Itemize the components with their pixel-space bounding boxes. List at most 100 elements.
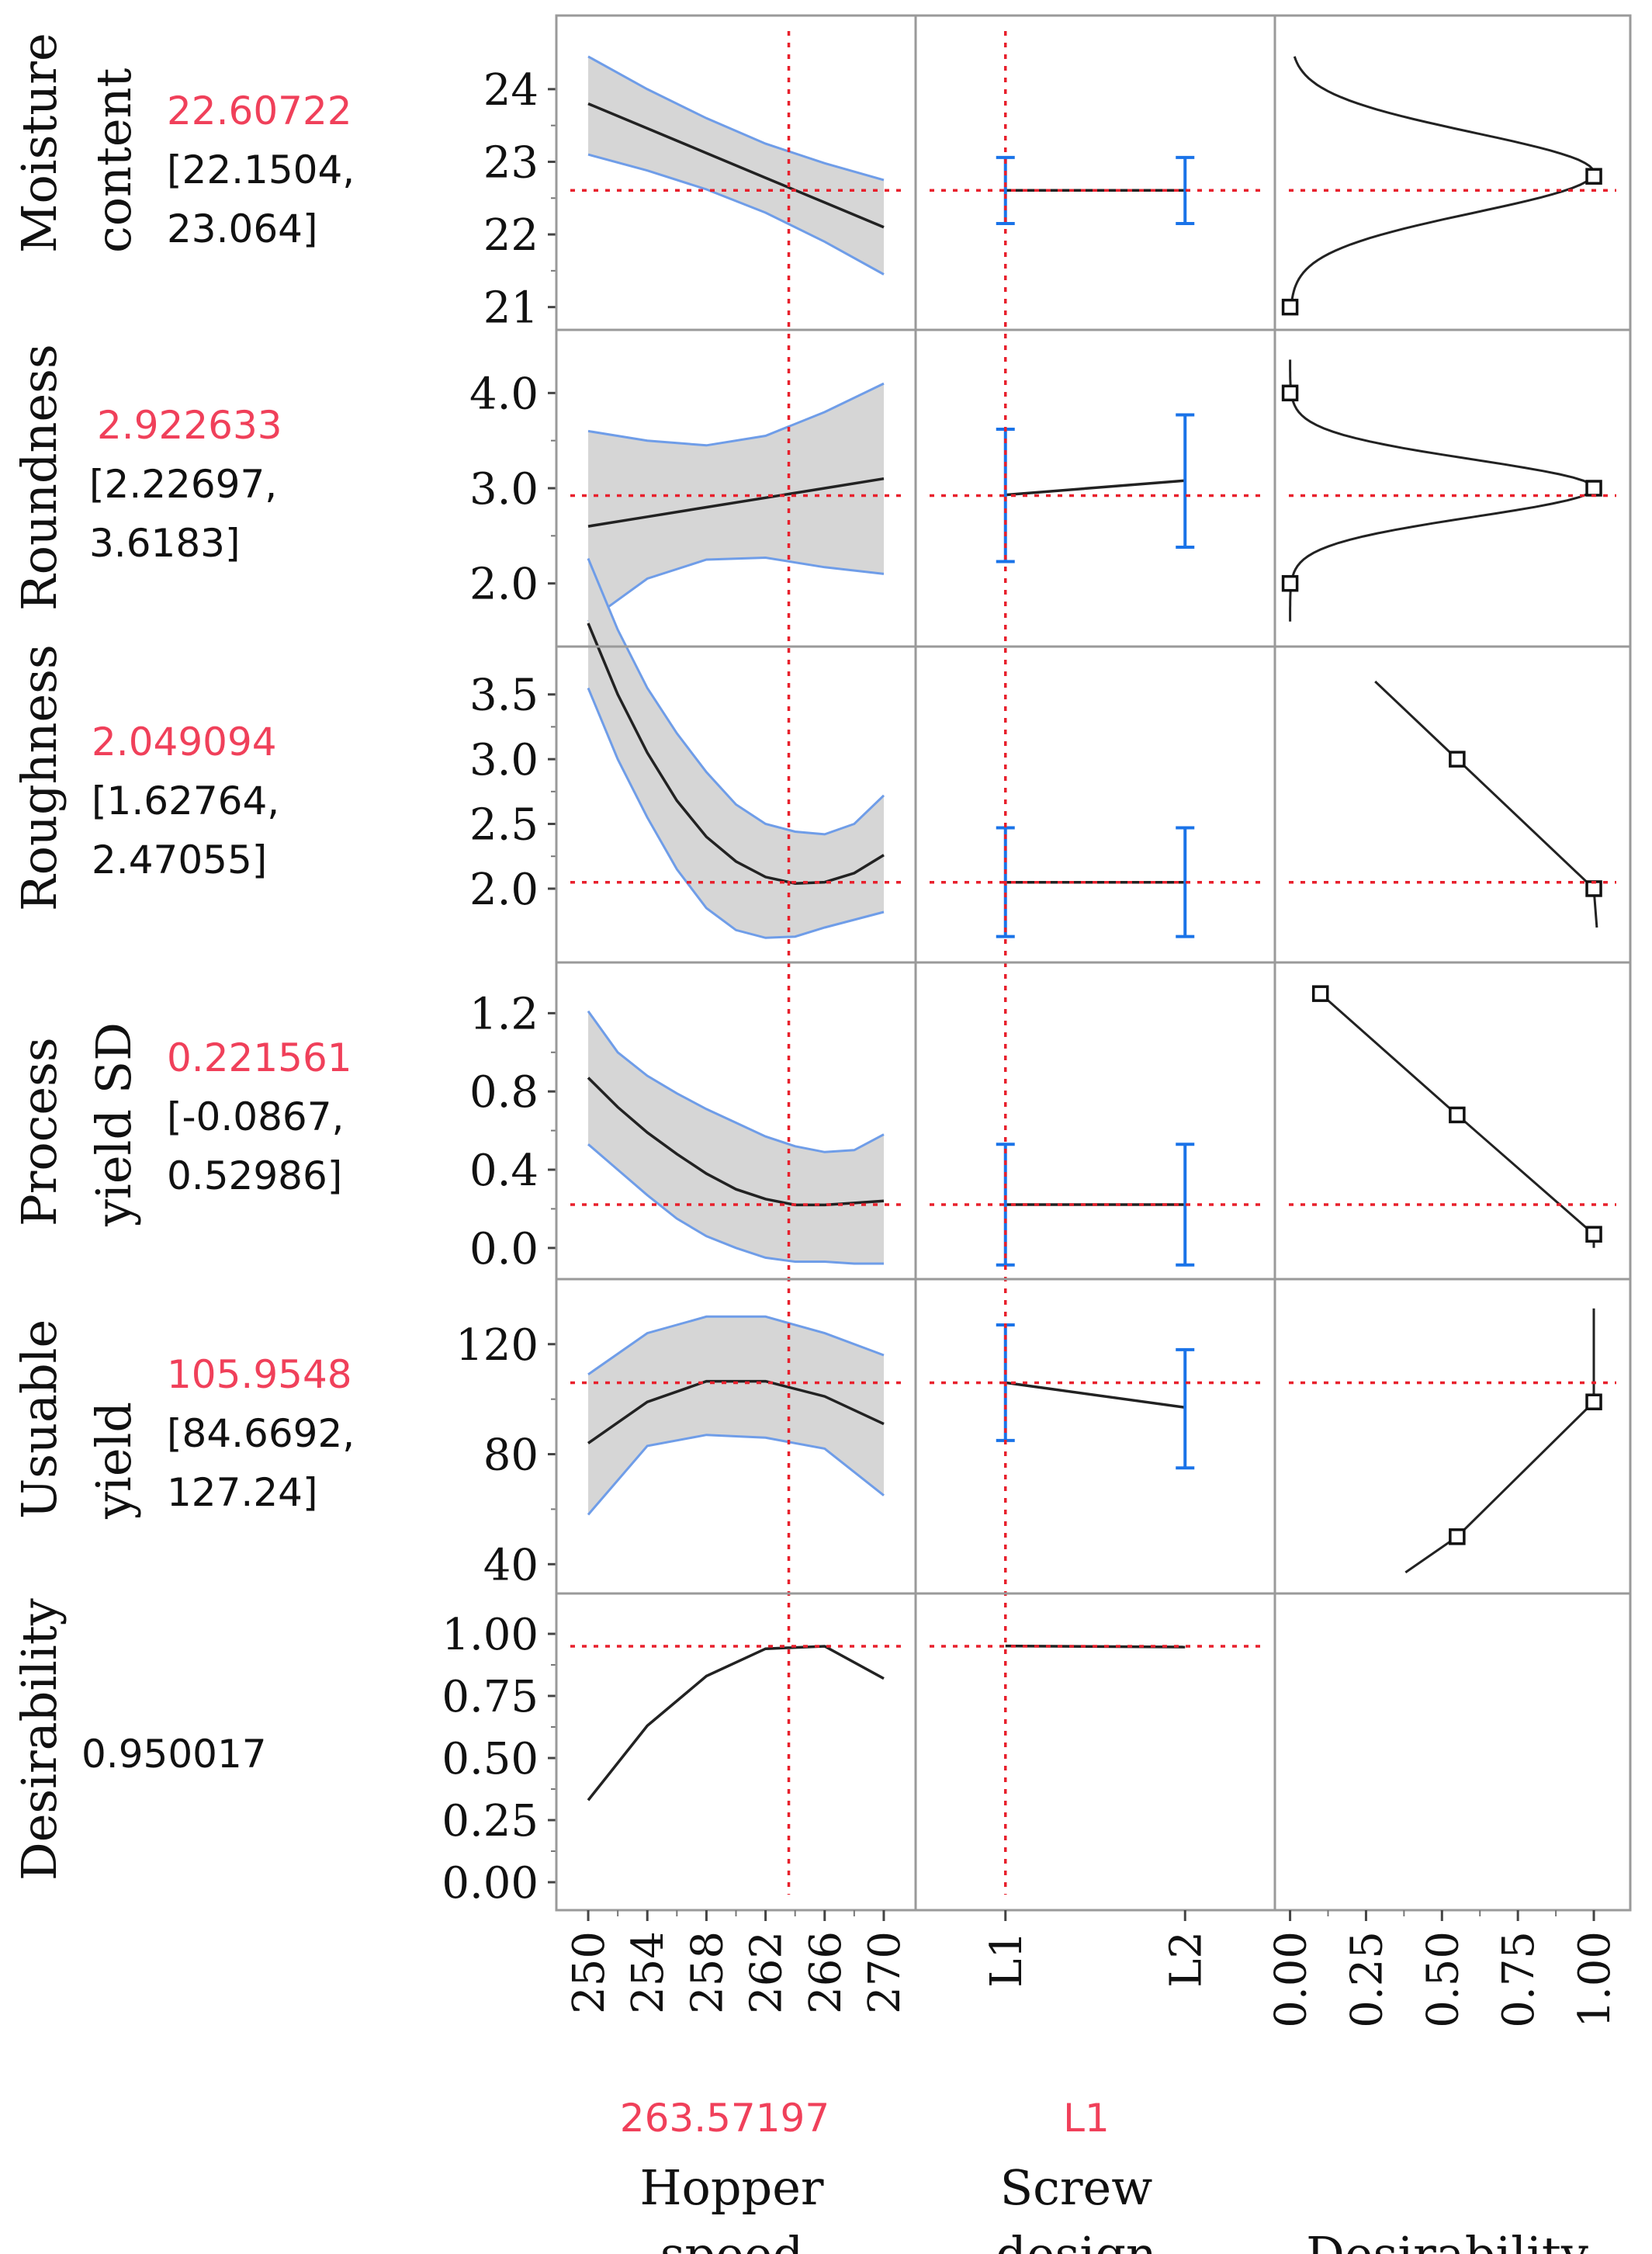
confidence-band-roughness xyxy=(588,558,884,938)
y-tick-label-desirability: 0.00 xyxy=(442,1858,539,1909)
upper-bound-roundness xyxy=(587,382,885,447)
predicted-value-desirability: 0.950017 xyxy=(81,1732,267,1777)
upper-bound-usuable xyxy=(587,1315,885,1376)
factor-name-screw: Screw xyxy=(1000,2159,1153,2216)
x-axis-screw: L1 L2 L1 Screw design xyxy=(982,1910,1211,2254)
response-name-roundness: Roundness xyxy=(11,344,68,611)
interval-low-roundness: [2.22697, xyxy=(89,462,277,507)
y-tick-label-roundness: 3.0 xyxy=(469,464,539,515)
lower-bound-roughness xyxy=(587,687,885,939)
x-tick-label-hopper: 266 xyxy=(801,1931,851,2014)
panel-frames xyxy=(555,14,1632,1912)
panel-moisture-hopper xyxy=(587,55,885,276)
desirability-marker-usuable xyxy=(1585,1393,1602,1410)
y-tick-label-desirability: 0.75 xyxy=(442,1672,539,1722)
desirability-function-usuable xyxy=(1404,1308,1595,1574)
y-axis-roughness: 2.0 2.5 3.0 3.5 xyxy=(469,671,556,915)
panel-processyield-desirability xyxy=(1311,985,1602,1248)
interval-low-roughness: [1.62764, xyxy=(92,778,279,824)
x-tick-label-screw: L1 xyxy=(982,1931,1032,1988)
panel-roughness-desirability xyxy=(1374,680,1602,928)
panel-processyield-hopper xyxy=(587,1010,885,1265)
prediction-curve-roughness xyxy=(587,622,885,886)
y-tick-label-roughness: 2.5 xyxy=(469,800,539,851)
upper-bound-moisture xyxy=(587,55,885,182)
response-name-desirability: Desirability xyxy=(11,1598,68,1881)
y-tick-label-processyield: 0.0 xyxy=(469,1224,539,1274)
lower-bound-processyield xyxy=(587,1143,884,1265)
response-name-usuable: yield xyxy=(85,1402,142,1520)
interval-high-usuable: 127.24] xyxy=(167,1470,317,1515)
panel-usuable-hopper xyxy=(587,1315,885,1516)
y-tick-label-roundness: 2.0 xyxy=(469,560,539,610)
confidence-band-usuable xyxy=(588,1316,884,1515)
panel-roundness-desirability xyxy=(1281,359,1602,622)
panel-roughness-hopper xyxy=(587,557,885,939)
x-tick-label-desir: 0.50 xyxy=(1418,1931,1468,2028)
desirability-marker-roughness xyxy=(1449,751,1466,768)
y-tick-label-desirability: 0.25 xyxy=(442,1796,539,1847)
y-tick-label-roundness: 4.0 xyxy=(469,369,539,419)
desirability-marker-roundness xyxy=(1585,480,1602,497)
y-axis-desirability: 0.00 0.25 0.50 0.75 1.00 xyxy=(442,1610,556,1909)
y-axis-processyield: 0.0 0.4 0.8 1.2 xyxy=(469,989,556,1274)
prediction-curve-roundness xyxy=(587,477,885,528)
screw-effect-line-roundness xyxy=(1005,479,1186,497)
y-tick-label-moisture: 23 xyxy=(483,137,539,188)
interval-low-moisture: [22.1504, xyxy=(167,147,355,192)
x-tick-label-screw: L2 xyxy=(1161,1931,1211,1988)
desirability-marker-moisture xyxy=(1281,298,1299,316)
desirability-function-moisture xyxy=(1290,56,1595,307)
x-tick-label-hopper: 262 xyxy=(742,1931,792,2014)
predicted-value-moisture: 22.60722 xyxy=(167,88,352,134)
y-tick-label-moisture: 21 xyxy=(483,283,539,334)
panel-moisture-desirability xyxy=(1281,56,1602,316)
response-name-processyield: yield SD xyxy=(85,1022,142,1227)
y-axis-usuable: 40 80 120 xyxy=(455,1320,556,1590)
y-axis-roundness: 2.0 3.0 4.0 xyxy=(469,369,556,610)
predicted-value-roughness: 2.049094 xyxy=(92,720,277,765)
factor-name-screw: design xyxy=(996,2226,1157,2254)
interval-low-processyield: [-0.0867, xyxy=(167,1094,344,1139)
prediction-curve-moisture xyxy=(587,102,885,229)
y-tick-label-moisture: 24 xyxy=(483,65,539,116)
x-tick-label-hopper: 258 xyxy=(682,1931,732,2014)
y-tick-label-processyield: 1.2 xyxy=(469,989,539,1039)
interval-low-usuable: [84.6692, xyxy=(167,1411,355,1456)
y-tick-label-moisture: 22 xyxy=(483,210,539,261)
y-tick-label-roughness: 3.5 xyxy=(469,671,539,721)
y-tick-label-desirability: 0.50 xyxy=(442,1734,539,1784)
desirability-function-roundness xyxy=(1289,359,1595,622)
upper-bound-roughness xyxy=(587,557,885,836)
prediction-curve-desirability xyxy=(587,1645,885,1801)
interval-high-roughness: 2.47055] xyxy=(92,837,267,883)
y-axis-moisture: 21 22 23 24 xyxy=(483,65,556,334)
desirability-marker-moisture xyxy=(1585,168,1602,185)
predicted-value-processyield: 0.221561 xyxy=(167,1035,352,1080)
interval-high-processyield: 0.52986] xyxy=(167,1153,342,1198)
panel-roundness-screw xyxy=(996,413,1195,564)
desirability-marker-roundness xyxy=(1281,574,1299,592)
lower-bound-roundness xyxy=(587,556,885,622)
panel-usuable-desirability xyxy=(1404,1308,1602,1574)
response-label-usuable: Usuable yield 105.9548 [84.6692, 127.24] xyxy=(11,1319,355,1520)
factor-current-screw: L1 xyxy=(1063,2096,1110,2141)
screw-effect-line-usuable xyxy=(1005,1381,1186,1410)
interval-high-roundness: 3.6183] xyxy=(89,521,240,566)
upper-bound-processyield xyxy=(587,1010,885,1153)
factor-name-hopper: Hopper xyxy=(639,2159,823,2216)
y-tick-label-usuable: 40 xyxy=(483,1540,539,1590)
response-label-roundness: Roundness 2.922633 [2.22697, 3.6183] xyxy=(11,344,282,611)
y-tick-label-processyield: 0.8 xyxy=(469,1067,539,1118)
x-tick-label-desir: 0.25 xyxy=(1342,1931,1392,2028)
x-tick-label-hopper: 270 xyxy=(860,1931,910,2014)
lower-bound-usuable xyxy=(587,1434,885,1516)
prediction-curve-processyield xyxy=(587,1077,885,1207)
response-name-moisture: content xyxy=(85,68,142,253)
desirability-marker-roughness xyxy=(1585,880,1602,897)
desirability-marker-roundness xyxy=(1281,384,1299,402)
response-label-moisture: Moisture content 22.60722 [22.1504, 23.064] xyxy=(11,33,355,253)
factor-name-hopper: speed xyxy=(660,2226,804,2254)
desirability-marker-processyield xyxy=(1585,1226,1602,1243)
